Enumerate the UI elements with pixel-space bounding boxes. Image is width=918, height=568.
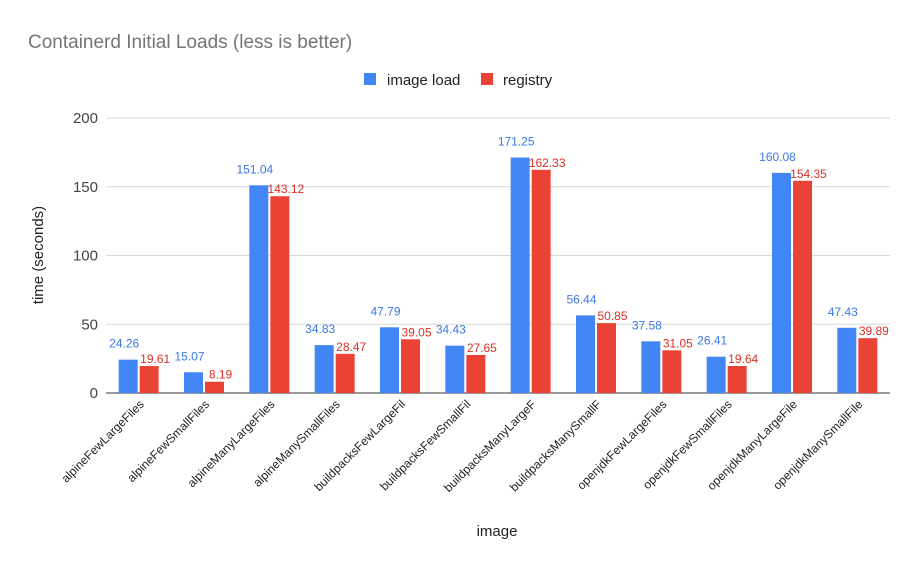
data-label: 143.12	[267, 182, 304, 196]
bar-image-load	[314, 345, 334, 393]
data-label: 47.79	[370, 304, 400, 318]
bar-image-load	[641, 341, 661, 393]
data-label: 26.41	[697, 334, 727, 348]
y-axis-title: time (seconds)	[30, 206, 47, 304]
data-label: 24.26	[109, 337, 139, 351]
bar-image-load	[118, 359, 138, 393]
legend-label-image-load: image load	[387, 72, 460, 89]
bar-registry	[858, 338, 878, 393]
bar-registry	[401, 339, 420, 393]
bar-image-load	[445, 345, 465, 393]
bar-image-load	[380, 327, 399, 393]
data-label: 34.83	[305, 322, 335, 336]
data-label: 39.05	[401, 325, 431, 339]
legend: image load registry	[364, 72, 553, 89]
bar-registry	[335, 353, 355, 393]
data-label: 50.85	[597, 309, 627, 323]
data-label: 15.07	[174, 349, 204, 363]
data-label: 47.43	[828, 305, 858, 319]
bar-image-load	[576, 315, 595, 393]
bar-image-load	[837, 327, 857, 393]
data-label: 171.25	[498, 135, 535, 149]
data-label: 37.58	[632, 318, 662, 332]
bar-image-load	[772, 172, 791, 393]
data-label: 8.19	[209, 368, 233, 382]
bar-image-load	[184, 372, 203, 393]
legend-swatch-registry	[481, 73, 493, 85]
data-label: 19.61	[140, 352, 170, 366]
x-axis-ticks: alpineFewLargeFilesalpineFewSmallFilesal…	[59, 397, 866, 495]
x-axis-title: image	[477, 523, 518, 540]
bar-image-load	[249, 185, 269, 393]
y-axis-ticks: 0 50 100 150 200	[73, 110, 98, 402]
y-tick-label: 0	[90, 385, 98, 402]
data-label: 31.05	[663, 336, 693, 350]
bar-registry	[662, 350, 682, 393]
legend-label-registry: registry	[503, 72, 553, 89]
data-label: 27.65	[467, 341, 497, 355]
data-label: 39.89	[859, 324, 889, 338]
bar-image-load	[706, 356, 726, 393]
data-label: 154.35	[790, 167, 827, 181]
data-label: 56.44	[566, 292, 596, 306]
bar-registry	[531, 169, 551, 393]
data-label: 19.64	[728, 352, 758, 366]
gridlines	[106, 117, 890, 394]
bar-registry	[270, 196, 290, 393]
bar-registry	[793, 180, 812, 393]
bar-registry	[727, 365, 747, 393]
data-label: 160.08	[759, 150, 796, 164]
bar-image-load	[510, 157, 530, 393]
bar-registry	[205, 381, 224, 393]
chart-title: Containerd Initial Loads (less is better…	[28, 32, 352, 53]
bar-registry	[597, 323, 616, 393]
bar-registry	[466, 354, 486, 393]
y-tick-label: 150	[73, 179, 98, 196]
legend-swatch-image-load	[364, 73, 376, 85]
data-label: 162.33	[529, 156, 566, 170]
y-tick-label: 100	[73, 248, 98, 265]
bar-registry	[139, 366, 159, 393]
data-label: 151.04	[236, 162, 273, 176]
data-label: 34.43	[436, 323, 466, 337]
bars	[118, 157, 878, 393]
data-label: 28.47	[336, 340, 366, 354]
y-tick-label: 200	[73, 110, 98, 127]
y-tick-label: 50	[81, 316, 98, 333]
